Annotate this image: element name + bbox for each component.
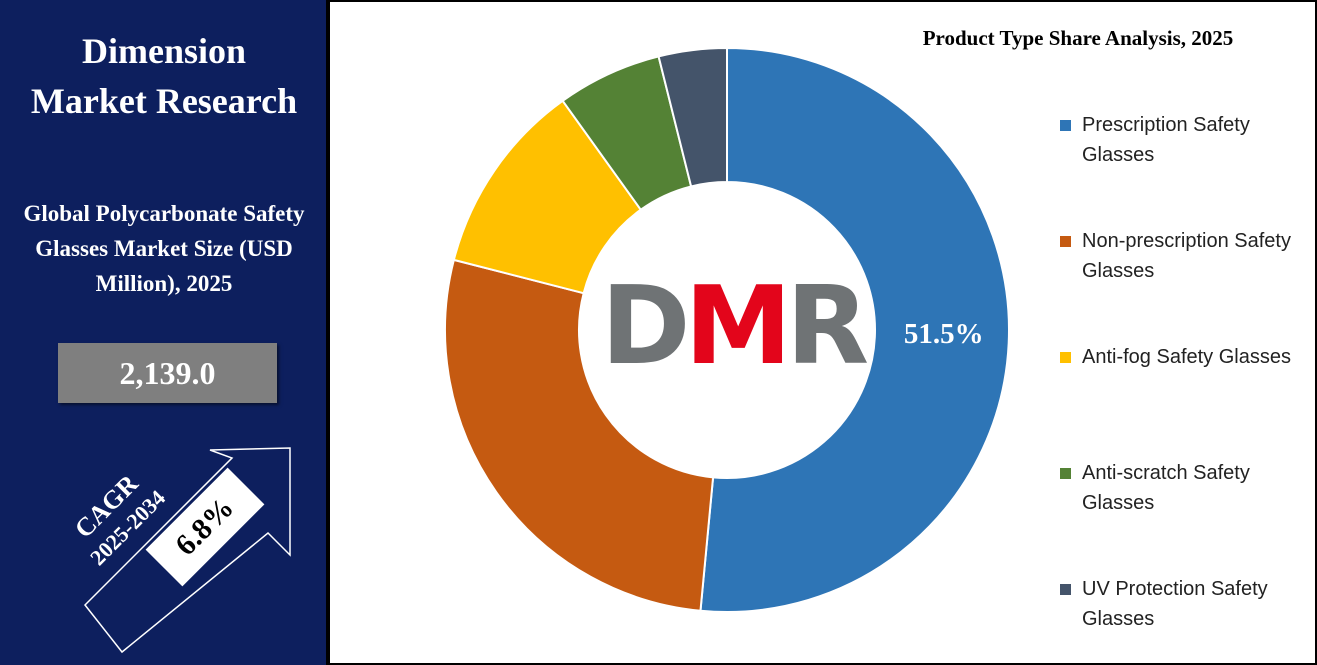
chart-panel bbox=[328, 0, 1317, 665]
cagr-arrow bbox=[83, 447, 291, 654]
donut-slice bbox=[699, 46, 1011, 613]
legend-label: Anti-scratch Safety Glasses bbox=[1082, 462, 1250, 514]
brand: Dimension Market Research bbox=[30, 31, 298, 121]
legend-label: Non-prescription Safety Glasses bbox=[1082, 230, 1291, 282]
legend-swatch bbox=[1060, 584, 1071, 595]
chart-title: Product Type Share Analysis, 2025 bbox=[923, 26, 1234, 50]
legend-label: UV Protection Safety Glasses bbox=[1082, 578, 1268, 630]
sidebar: Dimension Market Research Global Polycar… bbox=[0, 0, 328, 665]
legend-swatch bbox=[1060, 352, 1071, 363]
logo-letter: M bbox=[685, 264, 786, 389]
logo: DMR bbox=[601, 264, 867, 389]
legend-label: Prescription Safety Glasses bbox=[1082, 114, 1250, 166]
logo-letter: R bbox=[786, 264, 867, 389]
legend-swatch bbox=[1060, 468, 1071, 479]
legend-label: Anti-fog Safety Glasses bbox=[1082, 346, 1291, 368]
donut-slice bbox=[657, 46, 728, 188]
market-title: Global Polycarbonate Safety Glasses Mark… bbox=[23, 201, 305, 296]
legend-swatch bbox=[1060, 236, 1071, 247]
logo-letter: D bbox=[601, 264, 685, 389]
data-label: 51.5% bbox=[904, 318, 984, 350]
cagr-box-bg bbox=[145, 467, 265, 587]
legend-swatch bbox=[1060, 120, 1071, 131]
market-value: 2,139.0 bbox=[58, 343, 277, 403]
donut-slice bbox=[444, 258, 715, 612]
